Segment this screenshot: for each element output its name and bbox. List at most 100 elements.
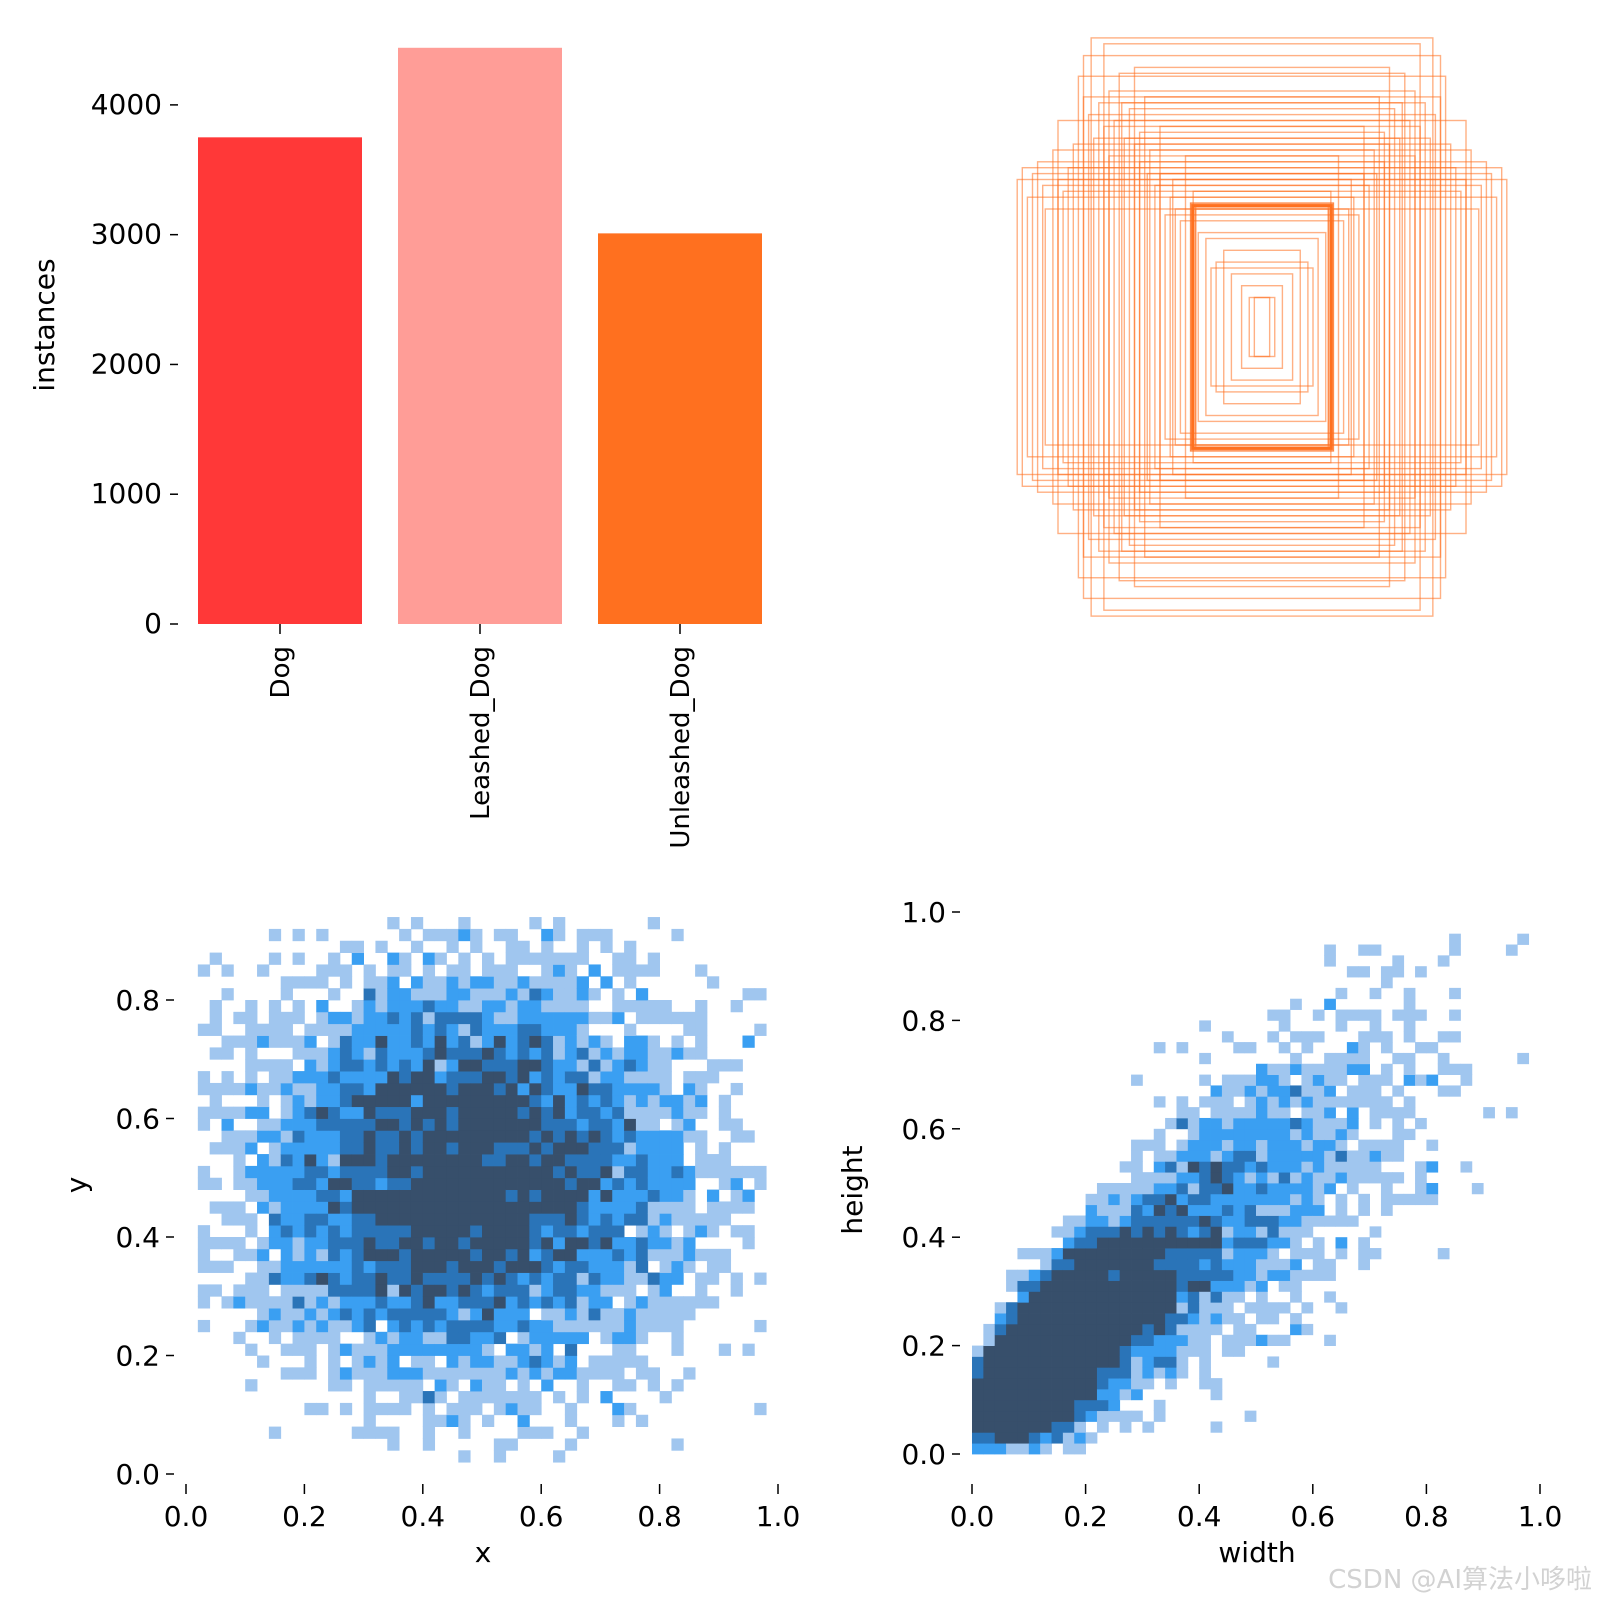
xy-cell [446, 964, 459, 977]
xy-cell [434, 1201, 447, 1214]
xy-x-tick-label: 0.0 [164, 1500, 209, 1533]
xy-cell [399, 1213, 412, 1226]
xy-cell [470, 1402, 483, 1416]
wh-cell [1096, 1378, 1109, 1390]
xy-cell [541, 964, 554, 977]
xy-cell [730, 1189, 743, 1202]
xy-cell [375, 1308, 388, 1321]
xy-cell [482, 1343, 495, 1356]
xy-cell [470, 1343, 483, 1356]
xy-cell [375, 1213, 388, 1226]
xy-cell [304, 1094, 317, 1108]
wh-cell [1437, 955, 1450, 967]
xy-cell [410, 1106, 424, 1119]
xy-cell [635, 1165, 649, 1179]
xy-cell [576, 1296, 589, 1309]
xy-cell [612, 1059, 625, 1072]
wh-cell [1108, 1204, 1121, 1216]
xy-cell [600, 1035, 613, 1048]
wh-cell [1028, 1291, 1041, 1303]
xy-cell [588, 1142, 601, 1155]
xy-cell [410, 1225, 424, 1238]
xy-cell [363, 1225, 376, 1238]
wh-cell [1278, 1258, 1291, 1271]
xy-cell [493, 1402, 507, 1416]
xy-cell [706, 1260, 720, 1273]
xy-cell [588, 1094, 601, 1108]
wh-cell [1108, 1399, 1121, 1412]
xy-cell [268, 1308, 282, 1321]
xy-cell [647, 1082, 660, 1096]
wh-cell [1040, 1399, 1052, 1412]
xy-cell [399, 1142, 412, 1155]
xy-cell [600, 1296, 613, 1309]
wh-cell [1346, 1052, 1359, 1065]
wh-cell [1108, 1183, 1121, 1195]
xy-cell [659, 1201, 672, 1214]
xy-cell [257, 1260, 270, 1273]
wh-cell [1142, 1269, 1155, 1281]
xy-cell [470, 1296, 483, 1309]
wh-cell [1096, 1313, 1109, 1325]
xy-cell [351, 1118, 364, 1131]
xy-cell [351, 1023, 364, 1036]
xy-cell [671, 1248, 684, 1262]
xy-cell [517, 1319, 530, 1333]
xy-cell [422, 1035, 436, 1048]
xy-cell [635, 1071, 649, 1084]
xy-cell [399, 1379, 412, 1392]
box-shapes-panel [1016, 37, 1508, 617]
wh-cell [1426, 1042, 1439, 1054]
xy-cell [233, 1213, 246, 1226]
wh-cell [994, 1323, 1007, 1336]
xy-cell [422, 1118, 436, 1131]
xy-cell [446, 1118, 459, 1131]
wh-cell [1062, 1356, 1075, 1368]
xy-cell [505, 1391, 518, 1404]
xy-cell [576, 1391, 589, 1404]
xy-cell [280, 1059, 293, 1072]
xy-cell [410, 1165, 424, 1179]
xy-cell [292, 952, 305, 965]
wh-cell [1062, 1269, 1075, 1281]
wh-cell [1051, 1313, 1064, 1325]
wh-cell [1403, 1020, 1416, 1032]
xy-cell [647, 1035, 660, 1048]
xy-cell [375, 1296, 388, 1309]
wh-cell [1392, 1139, 1405, 1151]
wh-cell [1006, 1345, 1018, 1357]
wh-cell [1142, 1193, 1155, 1206]
wh-cell [1324, 944, 1336, 956]
xy-cell [730, 1272, 743, 1285]
xy-cell [458, 1082, 471, 1096]
wh-cell [994, 1367, 1007, 1379]
xy-cell [493, 1071, 507, 1084]
xy-cell [221, 1082, 234, 1096]
wh-x-tick-label: 0.8 [1404, 1500, 1449, 1533]
wh-cell [1062, 1432, 1075, 1444]
wh-cell [1267, 1074, 1280, 1086]
wh-cell [1085, 1313, 1098, 1325]
xy-cell [612, 1248, 625, 1262]
xy-cell [387, 917, 400, 930]
xy-cell [422, 1391, 436, 1404]
wh-cell [1153, 1323, 1166, 1336]
xy-cell [339, 1118, 353, 1131]
xy-cell [446, 1142, 459, 1155]
wh-cell [1017, 1410, 1030, 1422]
xy-cell [434, 1414, 447, 1427]
xy-cell [671, 1308, 684, 1321]
xy-cell [576, 1367, 589, 1380]
xy-cell [316, 1213, 329, 1226]
wh-cell [1062, 1378, 1075, 1390]
xy-cell [363, 1047, 376, 1060]
xy-cell [659, 1047, 672, 1060]
wh-cell [1278, 1063, 1291, 1075]
xy-cell [659, 1011, 672, 1025]
xy-cell [564, 1118, 578, 1131]
xy-cell [375, 1047, 388, 1060]
xy-cell [304, 1308, 317, 1321]
wh-cell [1017, 1302, 1030, 1314]
xy-cell [292, 1248, 305, 1262]
wh-cell [1085, 1410, 1098, 1422]
